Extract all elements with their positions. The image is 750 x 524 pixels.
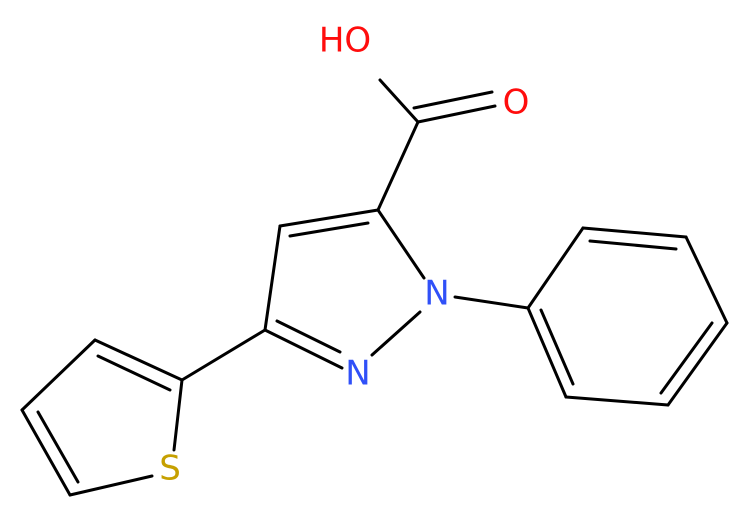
- bond: [263, 328, 344, 370]
- bond: [68, 474, 154, 497]
- atom-label: O: [503, 83, 530, 123]
- atom-label: N: [424, 274, 449, 314]
- bond: [412, 90, 494, 110]
- bond: [20, 338, 97, 412]
- bond: [20, 408, 72, 497]
- bond: [376, 208, 426, 280]
- bond: [180, 328, 267, 382]
- bond: [376, 120, 420, 212]
- atom-label: HO: [319, 21, 371, 61]
- bond: [370, 310, 422, 357]
- bond: [666, 321, 729, 407]
- bond: [539, 308, 575, 386]
- bond: [288, 221, 370, 238]
- bond: [684, 235, 729, 325]
- bonds: [20, 78, 729, 497]
- bond: [93, 338, 184, 382]
- bond: [659, 321, 714, 395]
- bond: [564, 395, 670, 407]
- bond: [172, 378, 184, 452]
- bond: [36, 410, 80, 484]
- bond: [96, 354, 172, 392]
- bond: [275, 319, 342, 354]
- atom-label: S: [159, 449, 181, 489]
- bond: [588, 239, 678, 251]
- bond: [526, 226, 585, 310]
- atom-label: N: [345, 354, 370, 394]
- bond: [378, 78, 420, 124]
- bond: [526, 306, 568, 399]
- bond: [581, 226, 688, 239]
- bond: [453, 295, 530, 310]
- bond: [278, 208, 380, 228]
- bond: [263, 224, 282, 332]
- bond: [416, 104, 497, 124]
